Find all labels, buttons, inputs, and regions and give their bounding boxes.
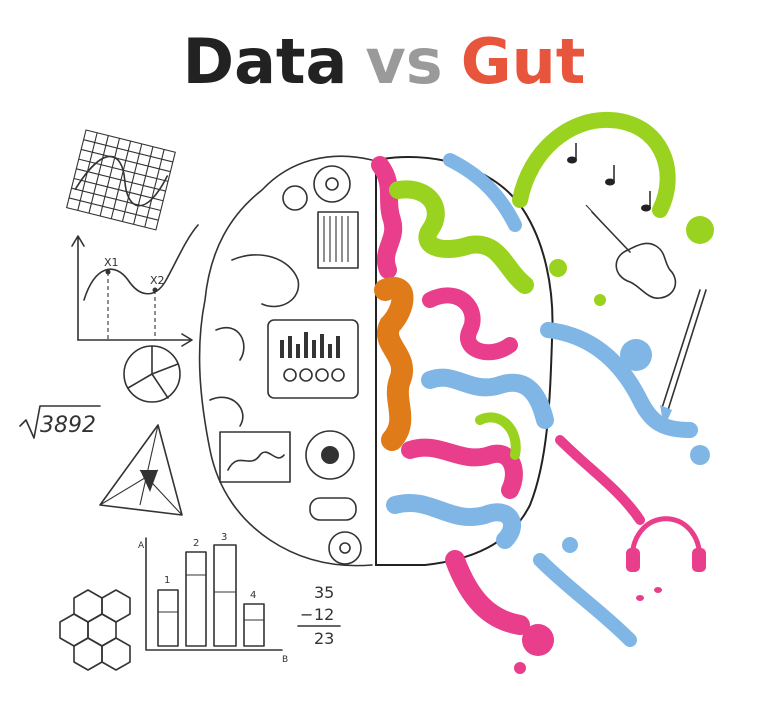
bar-chart-icon: 1 2 3 4 A B bbox=[138, 532, 288, 665]
brain-right-colorful bbox=[371, 111, 698, 647]
axis-label-a: A bbox=[138, 541, 145, 551]
page-title: Data vs Gut bbox=[0, 22, 768, 102]
grid-graph-icon bbox=[65, 129, 176, 231]
headphones-icon bbox=[626, 516, 706, 601]
violin-icon bbox=[585, 204, 677, 299]
gear-icon bbox=[282, 165, 351, 211]
bar-label-4: 4 bbox=[250, 590, 256, 601]
graph-label-x1: X1 bbox=[104, 256, 119, 269]
pie-chart-icon bbox=[123, 345, 181, 403]
brain-left-mechanical bbox=[198, 155, 373, 567]
curve-graph-icon: X1 X2 bbox=[71, 224, 199, 347]
svg-text:−: − bbox=[300, 605, 313, 624]
music-note-icon bbox=[567, 143, 651, 212]
sqrt-icon: 3892 bbox=[19, 405, 101, 439]
title-word-data: Data bbox=[182, 25, 348, 98]
sum-mid: 12 bbox=[314, 605, 334, 624]
title-word-vs: vs bbox=[365, 25, 443, 98]
bar-label-3: 3 bbox=[221, 532, 227, 543]
sum-result: 23 bbox=[314, 629, 334, 648]
hexagon-lattice-icon bbox=[59, 589, 131, 671]
bar-label-2: 2 bbox=[193, 538, 199, 549]
triangle-icon bbox=[99, 424, 183, 516]
title-word-gut: Gut bbox=[460, 25, 586, 98]
paintbrush-icon bbox=[660, 289, 707, 428]
sum-top: 35 bbox=[314, 583, 334, 602]
paint-splash-icon bbox=[514, 216, 714, 674]
bar-label-1: 1 bbox=[164, 575, 170, 586]
sqrt-value: 3892 bbox=[40, 413, 96, 438]
axis-label-b: B bbox=[282, 655, 288, 665]
subtraction-sketch: 35 − 12 23 bbox=[297, 583, 341, 648]
gear-icon bbox=[305, 430, 362, 565]
graph-label-x2: X2 bbox=[150, 274, 165, 287]
